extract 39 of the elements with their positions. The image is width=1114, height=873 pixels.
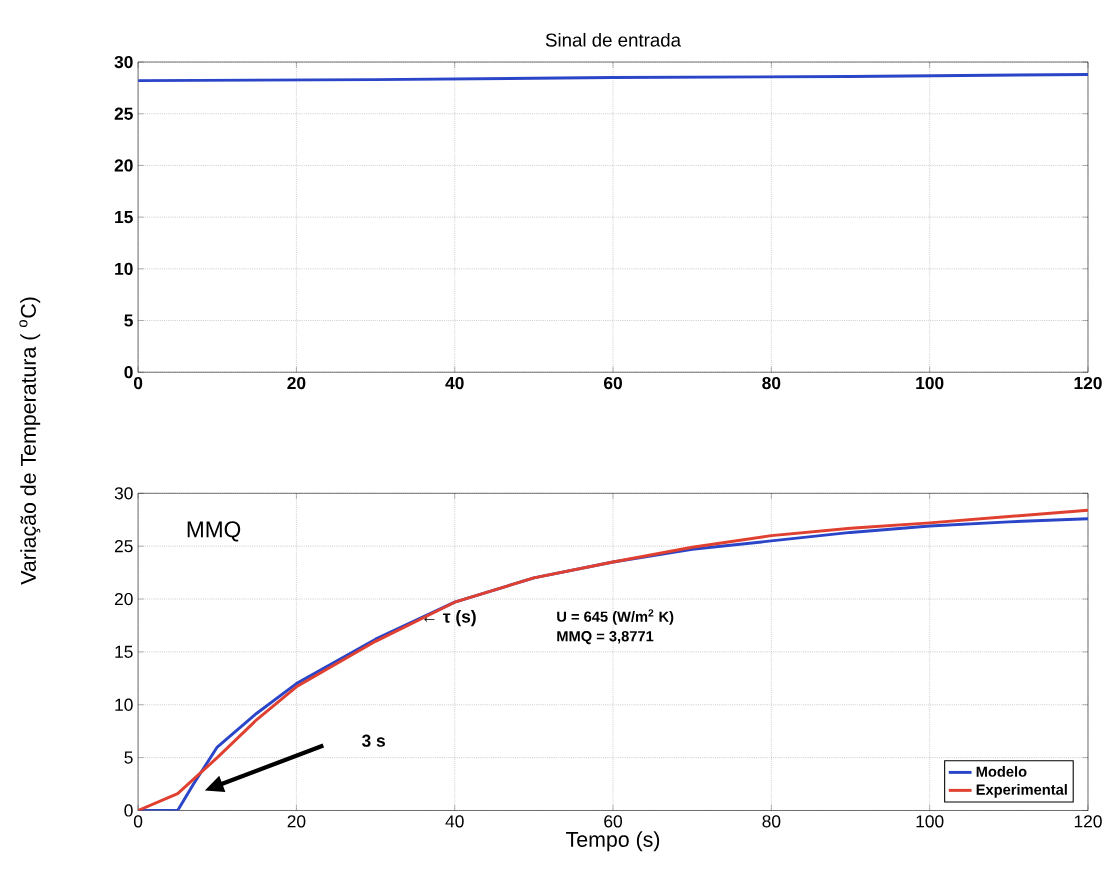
chart-title: Sinal de entrada [545,33,682,47]
x-tick-label: 0 [133,815,143,828]
y-tick-label: 0 [124,366,133,379]
x-tick-label: 120 [1074,377,1102,390]
line-series [138,73,1088,83]
y-tick-label: 5 [124,751,133,764]
y-tick-label: 25 [114,540,133,553]
legend-label: Experimental [976,784,1067,798]
y-tick-label: 15 [115,211,133,224]
annotation: MMQ [187,521,241,542]
y-tick-label: 0 [124,804,133,817]
x-tick-label: 20 [287,377,306,390]
annotation: MMQ = 3,8771 [557,631,654,645]
x-tick-label: 80 [762,815,781,828]
x-tick-label: 40 [445,377,464,390]
y-tick-label: 30 [114,487,133,500]
y-tick-label: 10 [115,698,133,712]
x-tick-label: 80 [762,377,781,390]
annotation: U = 645 (W/m$^{2}$ K) [557,609,674,625]
x-tick-label: 100 [916,815,944,828]
y-axis-title: Variação de Temperatura ( $^{o}$C) [19,297,41,585]
legend-label: Modelo [976,766,1027,778]
annotation: 3 s [361,734,385,748]
y-tick-label: 10 [115,262,133,276]
x-tick-label: 20 [287,815,306,828]
y-tick-label: 20 [114,159,133,172]
x-tick-label: 40 [445,815,464,828]
x-axis-title: Tempo (s) [566,831,660,852]
annotation: ← τ (s) [424,610,476,627]
y-tick-label: 15 [115,646,133,659]
y-tick-label: 5 [124,314,133,327]
x-tick-label: 120 [1074,815,1102,828]
x-tick-label: 60 [604,377,622,390]
y-tick-label: 30 [114,56,133,69]
x-tick-label: 60 [604,815,623,828]
y-tick-label: 20 [114,593,133,606]
x-tick-label: 0 [133,377,143,390]
y-tick-label: 25 [114,107,133,121]
x-tick-label: 100 [916,377,944,390]
